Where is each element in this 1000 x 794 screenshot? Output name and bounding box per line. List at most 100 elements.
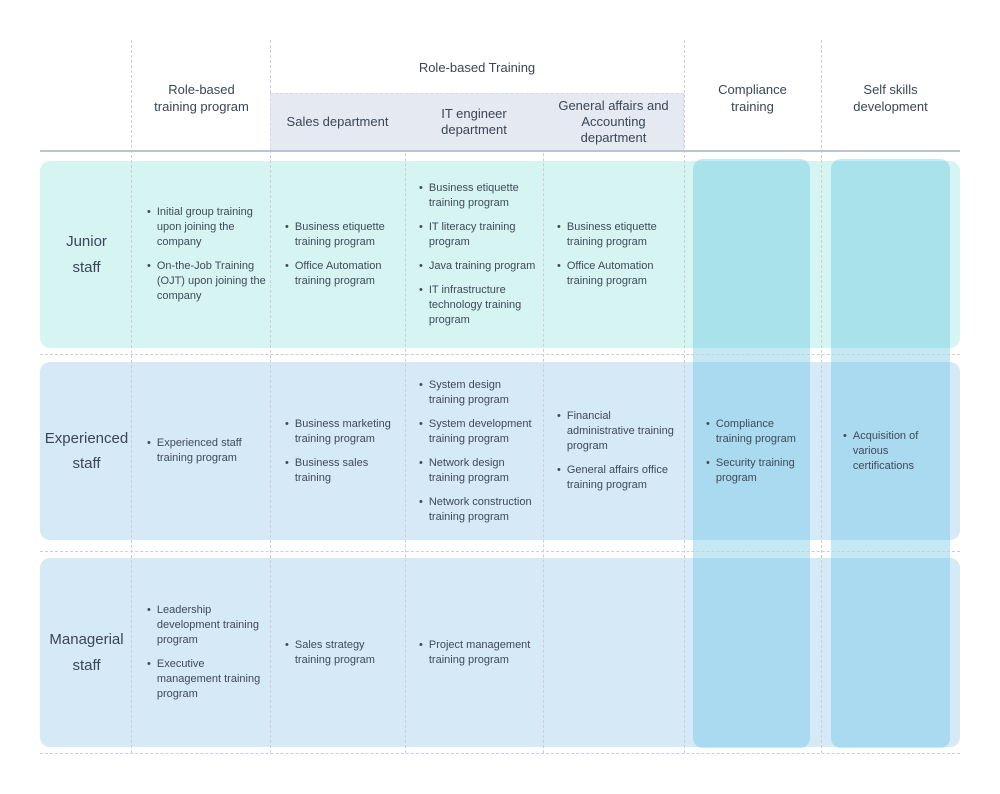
bullet-item-text: Business etiquette training program <box>428 182 519 209</box>
cell-junior-sales: • Business etiquette training program • Off… <box>270 161 405 348</box>
row-divider <box>40 753 960 754</box>
bullet-item-text: Security training program <box>715 456 795 484</box>
bullet-item: • Security training program <box>706 456 811 486</box>
bullet-item-text: Business sales training <box>294 456 369 484</box>
cell-experienced-it: • System design training program • System d… <box>405 362 543 540</box>
bullet-item-text: Leadership development training program <box>156 604 259 646</box>
cell-experienced-program: • Experienced staff training program <box>133 362 270 540</box>
bullet-icon: • <box>706 456 710 469</box>
bullet-icon: • <box>557 410 561 422</box>
bullet-item-text: Business etiquette training program <box>294 221 385 248</box>
header-rule <box>40 150 960 152</box>
bullet-item: • IT literacy training program <box>419 220 537 250</box>
bullet-item: • On-the-Job Training (OJT) upon joining … <box>147 259 266 304</box>
bullet-item: • Business etiquette training program <box>557 220 674 250</box>
cell-junior-self-skills <box>821 161 960 348</box>
bullet-icon: • <box>147 260 151 272</box>
bullet-icon: • <box>419 221 423 233</box>
bullet-item: • Network construction training program <box>419 495 537 525</box>
bullet-item-text: Sales strategy training program <box>294 638 375 666</box>
bullet-icon: • <box>843 429 847 442</box>
bullet-item: • Business etiquette training program <box>419 181 537 211</box>
bullet-item-text: Project management training program <box>428 638 531 666</box>
bullet-icon: • <box>557 464 561 476</box>
bullet-icon: • <box>419 260 423 272</box>
cell-managerial-sales: • Sales strategy training program <box>270 558 405 747</box>
cell-experienced-general-affairs: • Financial administrative training progr… <box>543 362 684 540</box>
cell-experienced-self-skills: • Acquisition of various certifications <box>821 362 960 540</box>
department-subheader-box <box>270 93 684 151</box>
bullet-item-text: Executive management training program <box>156 658 261 700</box>
group-header-role-based-training: Role-based Training <box>418 60 536 75</box>
experienced-row-band <box>40 362 960 540</box>
column-divider <box>270 40 271 753</box>
bullet-icon: • <box>419 182 423 194</box>
bullet-item: • System design training program <box>419 378 537 408</box>
bullet-item: • Business sales training <box>285 456 399 486</box>
bullet-icon: • <box>419 417 423 430</box>
cell-junior-program: • Initial group training upon joining the… <box>133 161 270 348</box>
bullet-item: • Compliance training program <box>706 417 811 447</box>
column-header-it-engineer-department: IT engineer department <box>441 106 507 137</box>
bullet-item: • Experienced staff training program <box>147 436 266 466</box>
bullet-item-text: Network design training program <box>428 456 509 484</box>
bullet-icon: • <box>285 638 289 651</box>
row-label-experienced-staff: Experienced staff <box>44 429 129 473</box>
cell-junior-general-affairs: • Business etiquette training program • Off… <box>543 161 684 348</box>
bullet-item: • Network design training program <box>419 456 537 486</box>
bullet-item: • Financial administrative training progr… <box>557 409 674 454</box>
cell-experienced-sales: • Business marketing training program • Bus… <box>270 362 405 540</box>
bullet-item: • Business etiquette training program <box>285 220 399 250</box>
bullet-item-text: IT infrastructure technology training pr… <box>428 284 522 326</box>
bullet-item-text: Business marketing training program <box>294 417 391 445</box>
bullet-item-text: System design training program <box>428 378 509 406</box>
bullet-item: • Initial group training upon joining the… <box>147 205 266 250</box>
managerial-row-band <box>40 558 960 747</box>
bullet-icon: • <box>285 260 289 272</box>
row-divider <box>40 354 960 355</box>
cell-experienced-compliance: • Compliance training program • Security tr… <box>684 362 821 540</box>
cell-junior-compliance <box>684 161 821 348</box>
bullet-item-text: Office Automation training program <box>294 260 382 287</box>
bullet-item-text: Acquisition of various certifications <box>852 429 919 472</box>
column-divider <box>131 40 132 753</box>
bullet-icon: • <box>419 638 423 651</box>
bullet-icon: • <box>285 417 289 430</box>
bullet-item-text: IT literacy training program <box>428 221 516 248</box>
bullet-item-text: Compliance training program <box>715 417 796 445</box>
bullet-icon: • <box>706 417 710 430</box>
bullet-icon: • <box>419 284 423 296</box>
bullet-item-text: Initial group training upon joining the … <box>156 206 253 248</box>
bullet-item-text: Business etiquette training program <box>566 221 657 248</box>
cell-managerial-self-skills <box>821 558 960 747</box>
bullet-icon: • <box>285 456 289 469</box>
bullet-item: • Leadership development training program <box>147 603 266 648</box>
junior-row-band <box>40 161 960 348</box>
column-header-sales-department: Sales department <box>286 114 389 129</box>
cell-managerial-compliance <box>684 558 821 747</box>
column-header-program: Role-based training program <box>154 82 249 114</box>
bullet-item: • Executive management training program <box>147 657 266 702</box>
bullet-item: • System development training program <box>419 417 537 447</box>
column-divider <box>684 40 685 753</box>
bullet-item: • Business marketing training program <box>285 417 399 447</box>
bullet-item-text: Network construction training program <box>428 495 532 523</box>
bullet-icon: • <box>557 221 561 233</box>
bullet-icon: • <box>419 495 423 508</box>
bullet-icon: • <box>147 206 151 218</box>
bullet-item-text: Java training program <box>428 260 536 272</box>
compliance-column-band <box>693 159 810 748</box>
column-header-self-skills-development: Self skills development <box>853 82 928 114</box>
bullet-item-text: System development training program <box>428 417 532 445</box>
bullet-item: • Office Automation training program <box>557 259 674 289</box>
bullet-item-text: On-the-Job Training (OJT) upon joining t… <box>156 260 266 302</box>
bullet-icon: • <box>147 604 151 616</box>
row-label-managerial-staff: Managerial staff <box>49 631 124 674</box>
bullet-item: • Project management training program <box>419 638 537 668</box>
column-divider <box>405 93 406 753</box>
self-skills-column-band <box>831 159 950 748</box>
bullet-item: • IT infrastructure technology training p… <box>419 283 537 328</box>
bullet-icon: • <box>419 378 423 391</box>
cell-managerial-it: • Project management training program <box>405 558 543 747</box>
